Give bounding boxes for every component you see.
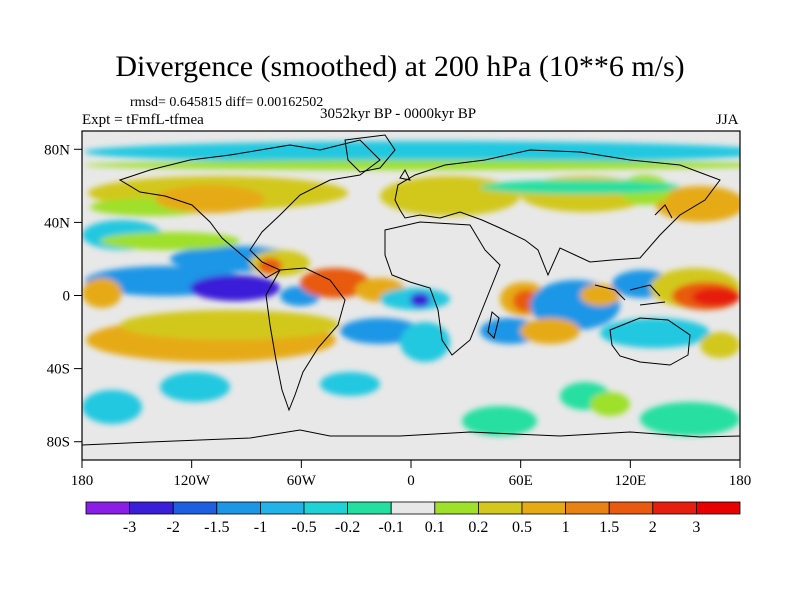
colorbar-swatch (216, 501, 261, 515)
colorbar-label: -1 (254, 519, 267, 536)
field-patch (190, 275, 280, 301)
coast-south-america (265, 267, 346, 412)
field-patch (700, 332, 740, 358)
field-patch (340, 318, 420, 344)
colorbar-swatch (347, 501, 392, 515)
field-patch (82, 390, 142, 424)
colorbar-swatch (129, 501, 174, 515)
coast-eurasia (394, 149, 721, 277)
field-patch (120, 310, 340, 340)
field-patch (520, 318, 580, 344)
colorbar-label: 0.2 (468, 519, 488, 536)
divergence-field (82, 131, 740, 460)
coastlines (82, 134, 740, 446)
colorbar-swatch (477, 501, 523, 515)
stats-text: rmsd= 0.645815 diff= 0.00162502 (130, 95, 324, 110)
lat-tick-label: 80N (44, 142, 70, 158)
field-patch (580, 284, 620, 306)
coast-greenland (344, 134, 396, 173)
colorbar-label: 0.5 (512, 519, 532, 536)
lat-tick-label: 0 (63, 289, 71, 305)
period-label: 3052kyr BP - 0000kyr BP (320, 106, 477, 122)
field-patch (100, 232, 240, 250)
colorbar-swatch (608, 501, 654, 515)
coast-japan (654, 204, 673, 219)
field-patch (84, 160, 740, 170)
colorbar-label: 3 (692, 519, 700, 536)
lon-tick-label: 180 (71, 473, 94, 489)
field-patch (480, 180, 680, 194)
coast-australia (609, 317, 691, 366)
field-patch (590, 392, 630, 416)
colorbar-swatch (85, 501, 130, 515)
colorbar-label: 1.5 (599, 519, 619, 536)
colorbar-label: -0.5 (291, 519, 316, 536)
field-patch (160, 372, 230, 402)
field-patch (600, 318, 710, 348)
colorbar-swatch (303, 501, 348, 515)
colorbar-label: 2 (649, 519, 657, 536)
coast-indonesia (594, 284, 666, 306)
field-patch (462, 406, 537, 436)
lon-tick-label: 0 (407, 473, 415, 489)
field-patch (640, 402, 740, 436)
field-patch (692, 288, 740, 306)
lon-tick-label: 60E (509, 473, 533, 489)
lat-tick-label: 80S (47, 435, 70, 451)
colorbar-swatch (390, 501, 436, 515)
colorbar-swatch (521, 501, 566, 515)
lon-tick-label: 120E (614, 473, 646, 489)
colorbar-swatch (696, 501, 741, 515)
latitude-axis: 80N 40N 0 40S 80S (44, 142, 82, 451)
lon-tick-label: 180 (729, 473, 752, 489)
field-patch (84, 141, 740, 163)
lon-tick-label: 60W (287, 473, 317, 489)
coast-africa (384, 221, 501, 356)
colorbar: -3 -2 -1.5 -1 -0.5 -0.2 -0.1 0.1 0.2 0.5 1 1.5 2 3 (85, 501, 741, 536)
longitude-axis: 180 120W 60W 0 60E 120E 180 (71, 460, 752, 489)
colorbar-swatch (565, 501, 610, 515)
field-patch (380, 176, 520, 216)
colorbar-label: -3 (123, 519, 136, 536)
colorbar-swatch (172, 501, 218, 515)
colorbar-swatch (259, 501, 305, 515)
map-title: Divergence (smoothed) at 200 hPa (10**6 … (115, 50, 685, 83)
coast-north-america (118, 139, 381, 279)
field-patch (320, 372, 380, 396)
colorbar-label: -0.2 (335, 519, 360, 536)
colorbar-swatch (652, 501, 697, 515)
colorbar-swatch (434, 501, 479, 515)
field-patch (400, 322, 450, 362)
lat-tick-label: 40S (47, 362, 70, 378)
field-patch (410, 293, 430, 307)
colorbar-label: -2 (167, 519, 180, 536)
colorbar-label: 0.1 (425, 519, 445, 536)
colorbar-label: 1 (562, 519, 570, 536)
season-label: JJA (716, 112, 739, 128)
colorbar-label: -1.5 (204, 519, 229, 536)
experiment-label: Expt = tFmfL-tfmea (82, 112, 204, 128)
coast-madagascar (487, 311, 500, 339)
field-patch (300, 268, 370, 298)
field-patch (82, 278, 122, 308)
coast-antarctica (82, 429, 740, 446)
field-patches (82, 141, 740, 436)
colorbar-label: -0.1 (379, 519, 404, 536)
lat-tick-label: 40N (44, 215, 70, 231)
coast-uk (399, 168, 411, 181)
field-patch (155, 185, 265, 213)
lon-tick-label: 120W (173, 473, 211, 489)
